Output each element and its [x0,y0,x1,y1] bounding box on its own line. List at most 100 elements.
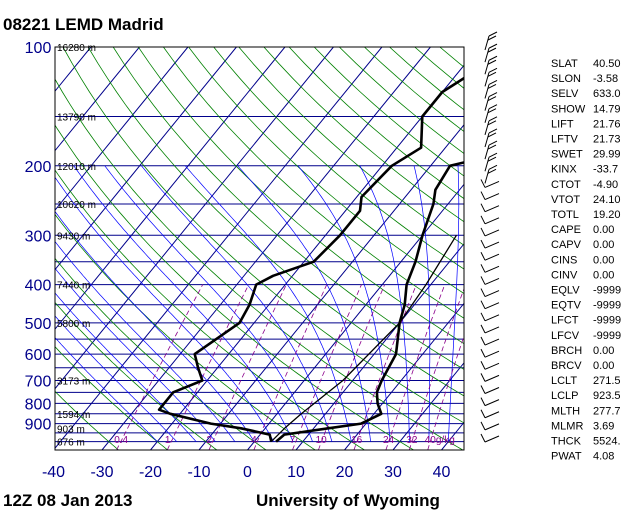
stability-indices: SLAT 40.50 SLON -3.58 SELV 633.0 SHOW 14.79 LIFT… [551,58,621,463]
moist-adiabat-line [55,176,274,442]
moist-adiabat-line [55,315,177,442]
index-label: THCK [551,436,582,448]
temperature-tick-label: -40 [42,464,65,481]
wind-barb [480,397,500,407]
wind-barb [484,164,498,184]
pressure-tick-label: 500 [25,316,52,333]
moist-adiabat-line [55,210,255,442]
moist-adiabat-line [55,267,216,442]
mixing-ratio-label: 7 [290,435,296,446]
index-value: 0.00 [593,345,614,357]
dry-adiabat-line [112,47,464,370]
sounding-series-2 [275,161,464,443]
wind-barb [484,140,498,160]
wind-barb [480,215,500,225]
index-value: 0.00 [593,239,614,251]
temperature-tick-label: 30 [384,464,402,481]
index-label: LCLP [551,390,579,402]
pressure-tick-label: 100 [25,40,52,57]
pressure-tick-label: 800 [25,396,52,413]
isotherm-line [247,183,464,450]
mixing-ratio-line [427,334,464,450]
wind-barb [480,276,500,285]
station-title: 08221 LEMD Madrid [3,15,164,34]
mixing-ratio-line [208,284,287,450]
isotherm-line [55,47,383,449]
pressure-axis: 100 200 300 400 500 600 700 800 900 [25,40,52,434]
wind-barb [484,67,498,87]
mixing-ratio-line [408,287,464,450]
wind-barb [480,191,500,201]
index-value: 14.79 [593,103,621,115]
moist-adiabat-line [359,165,410,442]
dry-adiabat-line [55,301,218,450]
index-value: -33.7 [593,164,618,176]
pressure-tick-label: 300 [25,228,52,245]
isotherm-line [55,47,189,211]
index-value: 29.99 [593,149,621,161]
index-label: EQLV [551,285,580,297]
index-label: SHOW [551,103,586,115]
index-label: BRCH [551,345,582,357]
moist-adiabat-line [237,165,372,442]
moist-adiabat-line [447,165,460,442]
height-label: 9430 m [57,231,90,242]
index-value: 4.08 [593,451,614,463]
wind-barb [480,251,500,261]
isotherm-line [101,47,431,450]
wind-barb [480,288,500,298]
wind-barb [484,80,498,99]
index-value: 0.00 [593,269,614,281]
dry-adiabat-line [263,47,464,223]
mixing-ratio-line [385,284,446,450]
height-label: 12010 m [57,162,96,173]
height-label: 16280 m [57,43,96,54]
wind-barb [484,104,498,123]
sounding-profiles [157,76,464,443]
dry-adiabat-line [55,169,365,450]
index-value: 923.5 [593,390,621,402]
temperature-tick-label: -20 [139,464,162,481]
pressure-tick-label: 600 [25,347,52,364]
dry-adiabat-line [188,47,464,294]
mixing-ratio-label: 24 [383,435,395,446]
dry-adiabat-line [55,78,463,450]
index-value: -3.58 [593,73,618,85]
moist-adiabat-line [55,292,197,442]
temperature-tick-label: 20 [336,464,354,481]
dry-adiabat-line [87,47,464,397]
temperature-tick-label: 40 [433,464,451,481]
height-labels: 16280 m 13790 m 12010 m 10620 m 9430 m 7440 m… [57,43,96,449]
isotherm-line [55,47,237,271]
index-value: -9999 [593,315,621,327]
wind-barb [484,152,498,172]
isotherm-line [55,47,140,152]
index-value: 3.69 [593,420,614,432]
mixing-ratio-line [116,284,204,450]
index-label: CAPE [551,224,581,236]
sounding-series-1 [157,76,464,442]
index-label: CINV [551,269,578,281]
wind-barb [480,179,500,188]
index-label: BRCV [551,360,582,372]
temperature-tick-label: -30 [90,464,113,481]
wind-barb [480,227,500,237]
wind-barb [480,264,500,273]
wind-barb [480,312,500,322]
index-label: VTOT [551,194,580,206]
dry-adiabat-line [163,47,464,319]
wind-barb [480,324,500,334]
dry-adiabat-line [213,47,464,270]
mixing-ratio-line [317,284,385,450]
wind-barb [484,31,498,51]
index-value: 277.7 [593,405,621,417]
mixing-ratio-label: 16 [351,435,363,446]
index-label: SLAT [551,58,578,70]
wind-barb [484,128,498,148]
wind-barb [480,239,500,249]
index-value: 21.73 [593,134,621,146]
index-value: -9999 [593,285,621,297]
moist-adiabat-line [185,165,352,442]
mixing-ratio-label: 4 [251,435,257,446]
height-label: 7440 m [57,281,90,292]
